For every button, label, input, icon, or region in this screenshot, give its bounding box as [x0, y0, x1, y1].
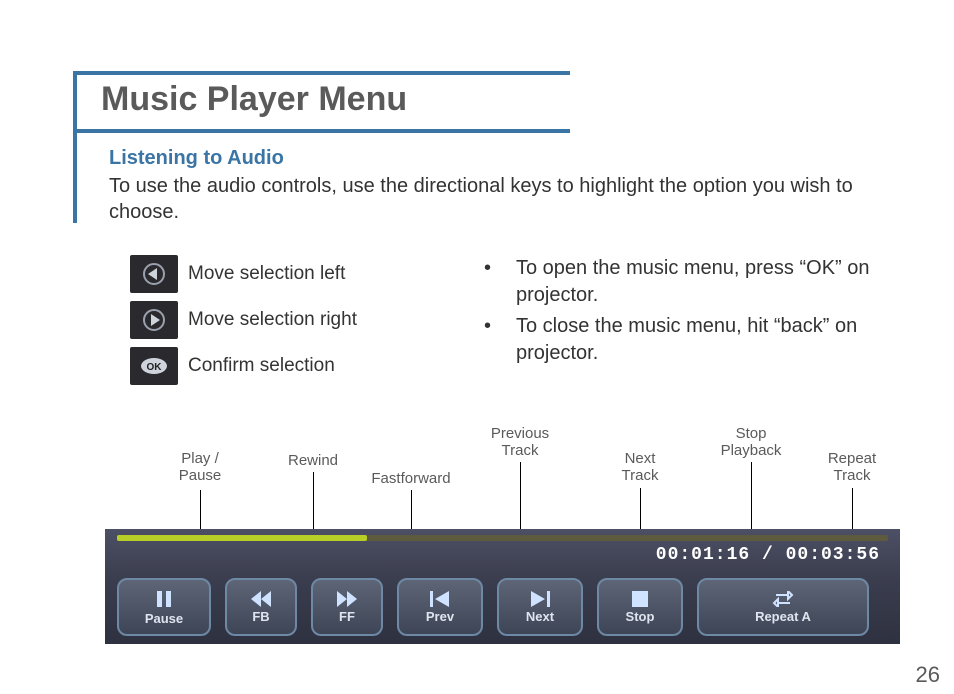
fastforward-button[interactable]: FF: [311, 578, 383, 636]
callout-previous-track: PreviousTrack: [470, 425, 570, 460]
pause-icon: [154, 589, 174, 609]
callout-next-track: NextTrack: [590, 450, 690, 485]
toolbar-button-row: Pause FB FF Prev Next Stop: [117, 578, 888, 636]
next-track-button[interactable]: Next: [497, 578, 583, 636]
callout-fastforward: Fastforward: [361, 470, 461, 487]
repeat-button[interactable]: Repeat A: [697, 578, 869, 636]
button-label: Stop: [626, 609, 655, 624]
progress-bar-fill: [117, 535, 367, 541]
button-label: Repeat A: [755, 609, 811, 624]
manual-page: Music Player Menu Listening to Audio To …: [0, 0, 954, 694]
button-label: Pause: [145, 611, 183, 626]
callout-stop-playback: StopPlayback: [701, 425, 801, 460]
button-label: Next: [526, 609, 554, 624]
skip-back-icon: [429, 591, 451, 607]
previous-track-button[interactable]: Prev: [397, 578, 483, 636]
pause-button[interactable]: Pause: [117, 578, 211, 636]
repeat-icon: [772, 591, 794, 607]
button-label: FB: [252, 609, 269, 624]
fastforward-icon: [336, 591, 358, 607]
page-number: 26: [916, 662, 940, 688]
callout-rewind: Rewind: [263, 452, 363, 469]
button-label: FF: [339, 609, 355, 624]
callout-repeat-track: RepeatTrack: [802, 450, 902, 485]
rewind-icon: [250, 591, 272, 607]
rewind-button[interactable]: FB: [225, 578, 297, 636]
time-display: 00:01:16 / 00:03:56: [656, 545, 880, 565]
stop-icon: [631, 591, 649, 607]
callout-play-pause: Play /Pause: [150, 450, 250, 485]
stop-button[interactable]: Stop: [597, 578, 683, 636]
button-label: Prev: [426, 609, 454, 624]
skip-forward-icon: [529, 591, 551, 607]
music-toolbar: 00:01:16 / 00:03:56 Pause FB FF Prev Nex…: [105, 529, 900, 644]
